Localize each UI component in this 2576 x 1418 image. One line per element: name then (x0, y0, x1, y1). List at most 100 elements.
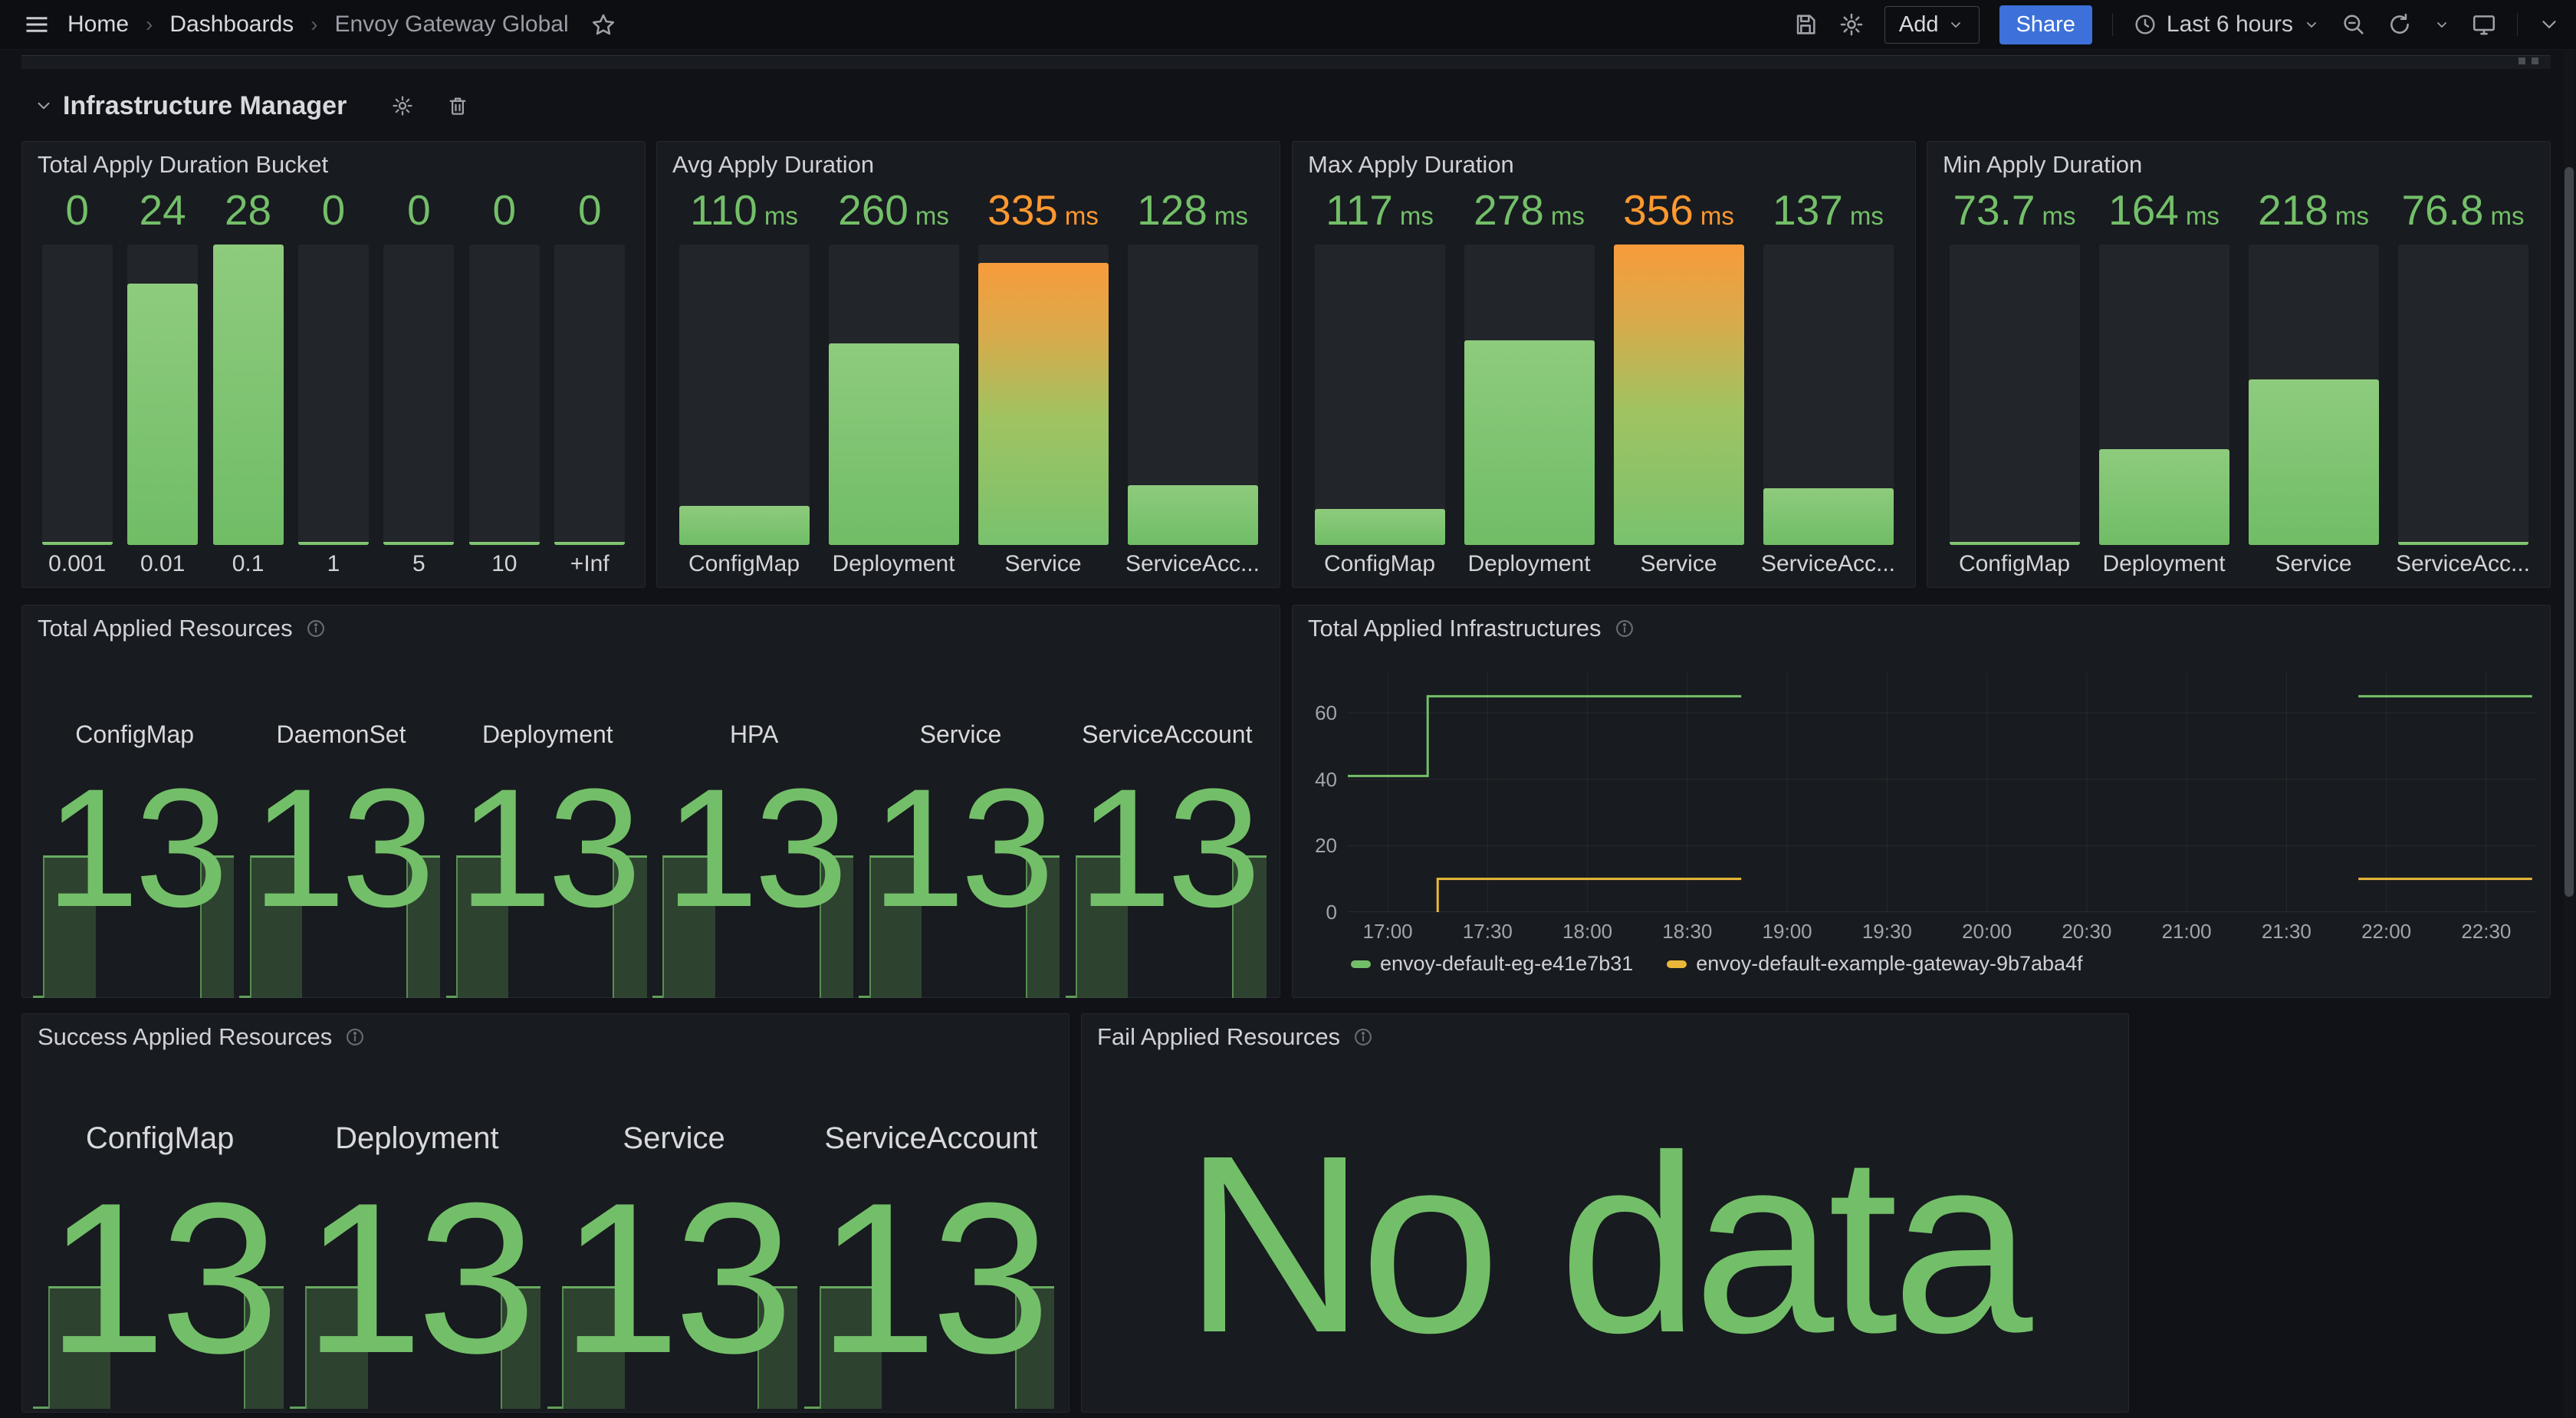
row-chevron-icon[interactable] (34, 96, 54, 116)
gauge-value: 73.7 (1953, 186, 2035, 234)
gauge-bar (1464, 245, 1595, 545)
gauge-label: ConfigMap (1940, 551, 2089, 577)
star-icon[interactable] (590, 11, 616, 38)
stat-label: Service (857, 720, 1063, 749)
gauge-value: 260 (838, 186, 909, 234)
gauge-bar (42, 245, 113, 545)
panel-title: Fail Applied Resources (1097, 1023, 1340, 1051)
stat-value: 13 (546, 1167, 803, 1390)
time-series-plot[interactable] (1348, 673, 2536, 912)
zoom-out-icon[interactable] (2341, 11, 2367, 38)
panel-title[interactable]: Min Apply Duration (1943, 151, 2142, 179)
gauge-label: ConfigMap (669, 551, 819, 577)
add-button[interactable]: Add (1884, 6, 1980, 44)
gauge-value: 76.8 (2401, 186, 2483, 234)
stat-service: Service13 (857, 606, 1063, 996)
gauge-value: 0 (322, 186, 346, 234)
stat-label: ServiceAccount (1064, 720, 1270, 749)
stat-value: 13 (31, 1167, 288, 1390)
no-data-message: No data (1082, 1106, 2128, 1381)
gauge-bar (383, 245, 454, 545)
stat-value: 13 (803, 1167, 1060, 1390)
divider (2517, 13, 2518, 36)
gauge-value: 117 (1326, 186, 1393, 234)
stat-label: ConfigMap (31, 1121, 288, 1156)
gauge-bar (127, 245, 198, 545)
row-header-infrastructure-manager: Infrastructure Manager (34, 86, 469, 126)
refresh-icon[interactable] (2387, 11, 2413, 38)
breadcrumb-dashboards[interactable]: Dashboards (169, 11, 294, 38)
x-axis-labels: 17:0017:3018:0018:3019:0019:3020:0020:30… (1348, 920, 2536, 946)
navbar-collapse-icon[interactable] (2538, 13, 2561, 36)
gauge-label: ServiceAcc... (1753, 551, 1903, 577)
gauge-bar (1763, 245, 1894, 545)
gauge-label: ConfigMap (1305, 551, 1454, 577)
panel-max-apply-duration: Max Apply Duration 117ms 278ms 356ms 137… (1292, 141, 1916, 588)
gauge-value: 128 (1137, 186, 1208, 234)
row-settings-icon[interactable] (391, 94, 414, 117)
legend-item[interactable]: envoy-default-eg-e41e7b31 (1351, 952, 1633, 976)
gauge-bar (679, 245, 810, 545)
panel-title[interactable]: Total Apply Duration Bucket (38, 151, 328, 179)
stat-configmap: ConfigMap 13 (31, 1014, 288, 1410)
gauge-value: 137 (1773, 186, 1843, 234)
stat-value: 13 (31, 756, 238, 940)
breadcrumb-separator: › (146, 12, 153, 37)
gauge-value: 0 (493, 186, 517, 234)
time-range-label: Last 6 hours (2167, 11, 2293, 38)
gauge-label: +Inf (547, 551, 632, 577)
share-button[interactable]: Share (1999, 5, 2092, 44)
legend-item[interactable]: envoy-default-example-gateway-9b7aba4f (1667, 952, 2082, 976)
panel-avg-apply-duration: Avg Apply Duration 110ms 260ms 335ms 128… (656, 141, 1280, 588)
gauge-bar (2099, 245, 2229, 545)
scrollbar-thumb[interactable] (2564, 167, 2574, 897)
gauge-value: 28 (225, 186, 271, 234)
gauge-value: 335 (987, 186, 1058, 234)
menu-icon[interactable] (23, 11, 51, 38)
breadcrumb-current: Envoy Gateway Global (334, 11, 568, 38)
stat-value: 13 (445, 756, 651, 940)
scrolled-panel-remnant (21, 55, 2551, 69)
stat-daemonset: DaemonSet13 (238, 606, 444, 996)
stat-label: Deployment (288, 1121, 545, 1156)
gauge-bar (1614, 245, 1744, 545)
legend-swatch (1667, 960, 1687, 968)
save-icon[interactable] (1792, 11, 1819, 38)
gauge-value: 0 (578, 186, 602, 234)
gauge-bar (1950, 245, 2080, 545)
remnant-icon (2532, 57, 2538, 64)
panel-title[interactable]: Max Apply Duration (1308, 151, 1514, 179)
row-title[interactable]: Infrastructure Manager (63, 91, 347, 121)
tv-mode-icon[interactable] (2471, 11, 2497, 38)
gauge-label: 0.1 (205, 551, 291, 577)
refresh-interval-caret-icon[interactable] (2433, 15, 2451, 34)
panel-fail-applied-resources: Fail Applied Resources No data (1081, 1013, 2129, 1413)
panel-success-applied-resources: Success Applied Resources ConfigMap13 De… (21, 1013, 1070, 1413)
chart-legend: envoy-default-eg-e41e7b31 envoy-default-… (1351, 952, 2083, 976)
stat-label: HPA (651, 720, 857, 749)
stat-label: Service (546, 1121, 803, 1156)
gauge-label: 0.001 (34, 551, 120, 577)
gauge-bar (213, 245, 284, 545)
stat-configmap: ConfigMap13 (31, 606, 238, 996)
gauge-label: Service (968, 551, 1118, 577)
info-icon (1614, 618, 1635, 639)
gauge-value: 24 (140, 186, 186, 234)
gauge-bar (469, 245, 540, 545)
stat-label: DaemonSet (238, 720, 444, 749)
time-range-picker[interactable]: Last 6 hours (2133, 11, 2321, 38)
remnant-icon (2518, 57, 2525, 64)
gauge-label: ServiceAcc... (1118, 551, 1267, 577)
trash-icon[interactable] (446, 94, 469, 117)
panel-title[interactable]: Avg Apply Duration (672, 151, 874, 179)
panel-min-apply-duration: Min Apply Duration 73.7ms 164ms 218ms 76… (1927, 141, 2551, 588)
dashboard-settings-icon[interactable] (1838, 11, 1865, 38)
stat-hpa: HPA13 (651, 606, 857, 996)
gauge-value: 0 (407, 186, 431, 234)
divider (2112, 13, 2113, 36)
breadcrumb-home[interactable]: Home (67, 11, 129, 38)
breadcrumb-separator: › (310, 12, 317, 37)
panel-total-apply-duration-bucket: Total Apply Duration Bucket 0 24 28 0 0 … (21, 141, 646, 588)
gauge-bar (2398, 245, 2528, 545)
stat-value: 13 (288, 1167, 545, 1390)
